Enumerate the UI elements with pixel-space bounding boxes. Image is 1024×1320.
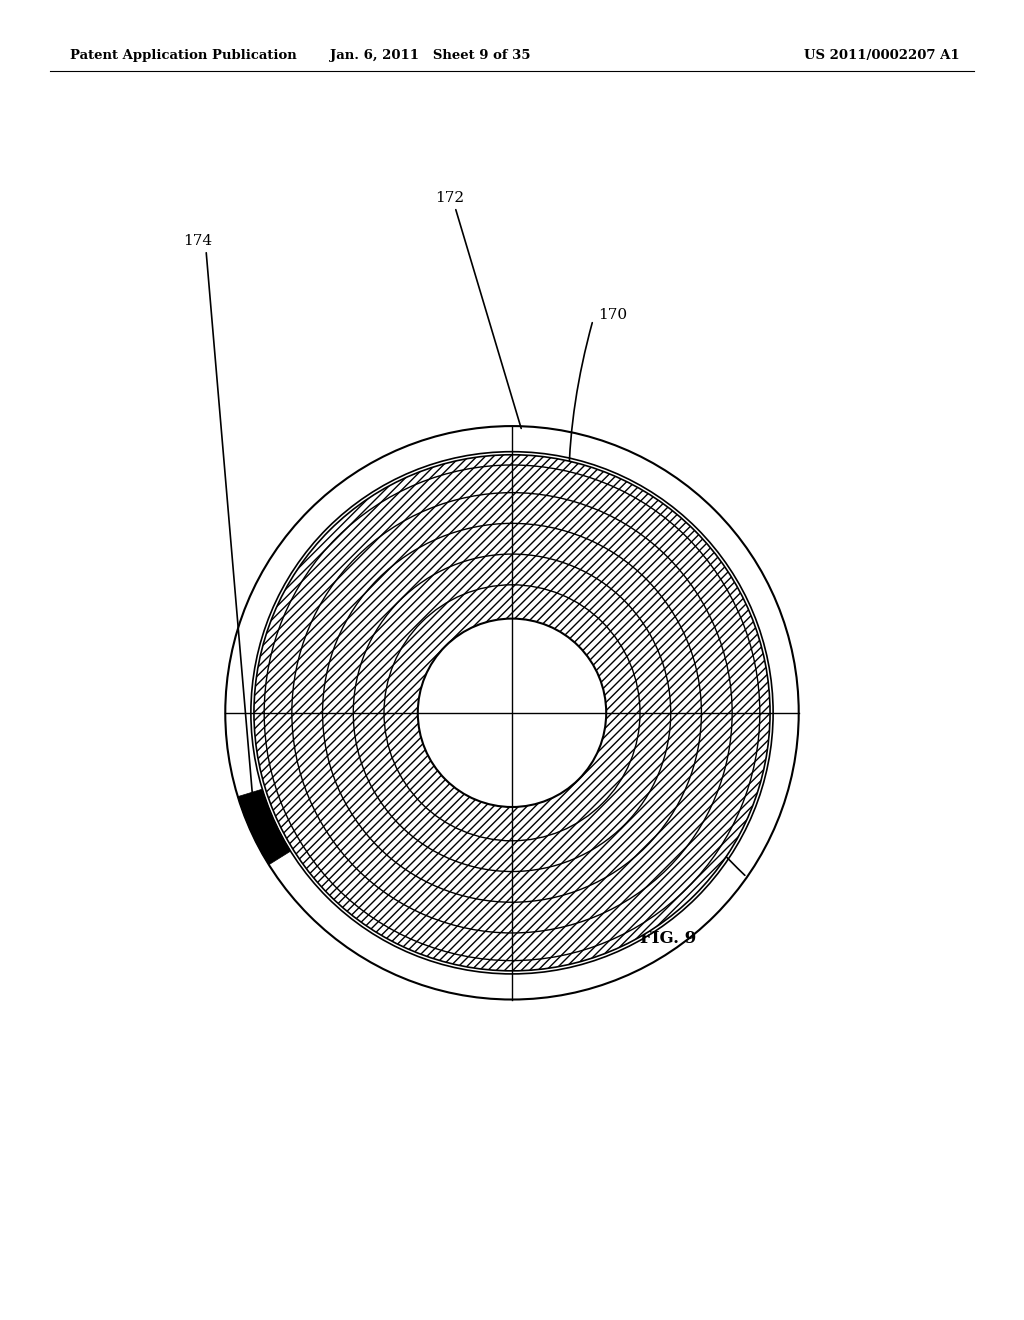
Circle shape [418,619,606,807]
Text: FIG. 9: FIG. 9 [640,931,696,946]
Text: 172: 172 [435,191,465,205]
Polygon shape [238,789,291,865]
Text: US 2011/0002207 A1: US 2011/0002207 A1 [805,49,961,62]
Circle shape [251,451,773,974]
Text: Patent Application Publication: Patent Application Publication [70,49,297,62]
Text: 170: 170 [598,308,627,322]
Text: 174: 174 [183,234,213,248]
Text: Jan. 6, 2011   Sheet 9 of 35: Jan. 6, 2011 Sheet 9 of 35 [330,49,530,62]
Circle shape [254,455,770,970]
